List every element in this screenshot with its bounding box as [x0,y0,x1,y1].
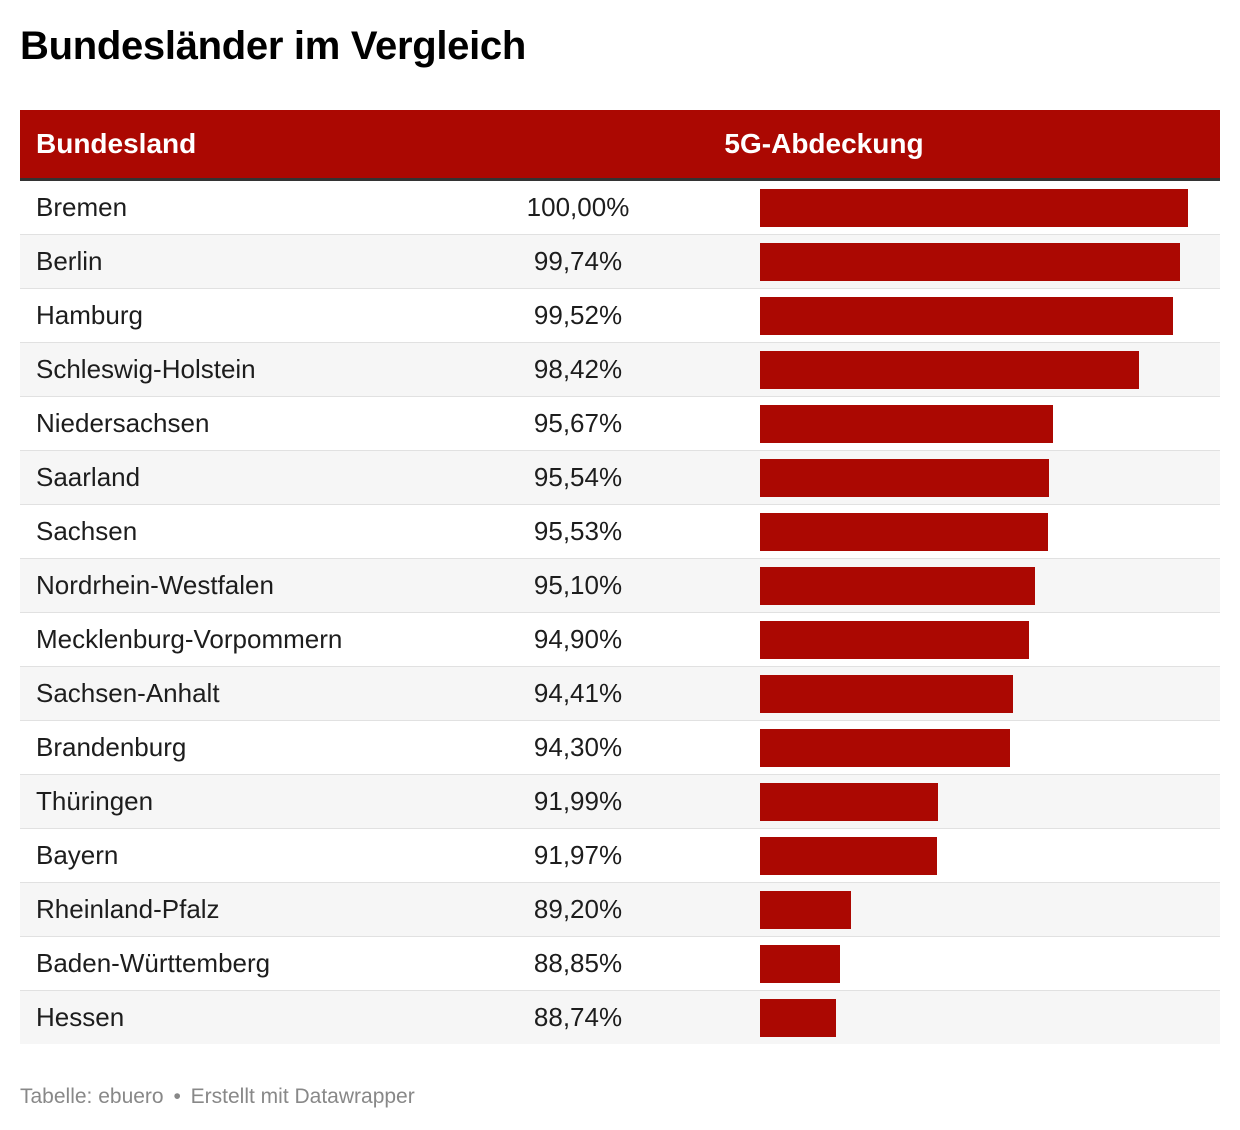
coverage-bar [760,405,1053,443]
table-row: Nordrhein-Westfalen 95,10% [20,559,1220,613]
cell-value-label: 95,53% [533,516,623,546]
cell-value-label: 94,41% [533,678,623,708]
cell-value-label: 99,74% [533,246,623,276]
table-row: Niedersachsen 95,67% [20,397,1220,451]
table-row: Berlin 99,74% [20,235,1220,289]
table-row: Rheinland-Pfalz 89,20% [20,883,1220,937]
coverage-bar [760,999,836,1037]
cell-bundesland: Sachsen-Anhalt [36,678,220,708]
cell-value-label: 95,54% [533,462,623,492]
coverage-bar [760,621,1029,659]
table-row: Baden-Württemberg 88,85% [20,937,1220,991]
cell-value-label: 94,90% [533,624,623,654]
cell-bundesland: Schleswig-Holstein [36,354,256,384]
cell-value-label: 88,85% [533,948,623,978]
table-row: Hamburg 99,52% [20,289,1220,343]
coverage-bar [760,891,851,929]
cell-bundesland: Hessen [36,1002,125,1032]
cell-value-label: 88,74% [533,1002,623,1032]
coverage-bar [760,837,937,875]
cell-value-label: 100,00% [526,192,630,222]
cell-bundesland: Bayern [36,840,119,870]
table-row: Brandenburg 94,30% [20,721,1220,775]
coverage-bar [760,783,938,821]
cell-bundesland: Thüringen [36,786,154,816]
cell-bundesland: Mecklenburg-Vorpommern [36,624,343,654]
cell-bundesland: Bremen [36,192,128,222]
coverage-bar [760,243,1180,281]
coverage-bar [760,945,840,983]
table-row: Bayern 91,97% [20,829,1220,883]
cell-bundesland: Niedersachsen [36,408,210,438]
source-label: Tabelle: ebuero [20,1085,164,1108]
table-row: Thüringen 91,99% [20,775,1220,829]
coverage-bar [760,189,1188,227]
cell-bundesland: Berlin [36,246,103,276]
table-body: Bremen 100,00% Berlin 99,74% Hamburg 99,52% Sc… [20,181,1220,1044]
credit-link[interactable]: Erstellt mit Datawrapper [190,1085,415,1108]
column-header-5g-abdeckung[interactable]: 5G-Abdeckung [724,128,924,159]
cell-bundesland: Hamburg [36,300,143,330]
table-row: Schleswig-Holstein 98,42% [20,343,1220,397]
table-row: Hessen 88,74% [20,991,1220,1044]
table-header: Bundesland 5G-Abdeckung [20,110,1220,181]
coverage-bar [760,675,1013,713]
cell-value-label: 89,20% [533,894,623,924]
cell-bundesland: Sachsen [36,516,138,546]
table-row: Sachsen-Anhalt 94,41% [20,667,1220,721]
cell-value-label: 91,97% [533,840,623,870]
cell-value-label: 99,52% [533,300,623,330]
cell-value-label: 95,10% [533,570,623,600]
table-row: Bremen 100,00% [20,181,1220,235]
table-row: Saarland 95,54% [20,451,1220,505]
cell-bundesland: Nordrhein-Westfalen [36,570,274,600]
cell-bundesland: Rheinland-Pfalz [36,894,220,924]
table-row: Mecklenburg-Vorpommern 94,90% [20,613,1220,667]
coverage-bar [760,459,1049,497]
coverage-bar [760,297,1173,335]
coverage-bar [760,513,1048,551]
page-title: Bundesländer im Vergleich [20,24,526,68]
coverage-bar [760,351,1139,389]
cell-value-label: 94,30% [533,732,623,762]
cell-bundesland: Baden-Württemberg [36,948,271,978]
data-table: Bundesland 5G-Abdeckung Bremen 100,00% Ber… [20,110,1220,1044]
footer: Tabelle: ebuero • Erstellt mit Datawrapp… [20,1083,415,1111]
footer-separator: • [173,1085,181,1108]
cell-bundesland: Brandenburg [36,732,187,762]
cell-value-label: 95,67% [533,408,623,438]
cell-value-label: 91,99% [533,786,623,816]
cell-bundesland: Saarland [36,462,141,492]
table-row: Sachsen 95,53% [20,505,1220,559]
coverage-bar [760,729,1010,767]
column-header-bundesland[interactable]: Bundesland [36,128,197,159]
coverage-bar [760,567,1035,605]
cell-value-label: 98,42% [533,354,623,384]
